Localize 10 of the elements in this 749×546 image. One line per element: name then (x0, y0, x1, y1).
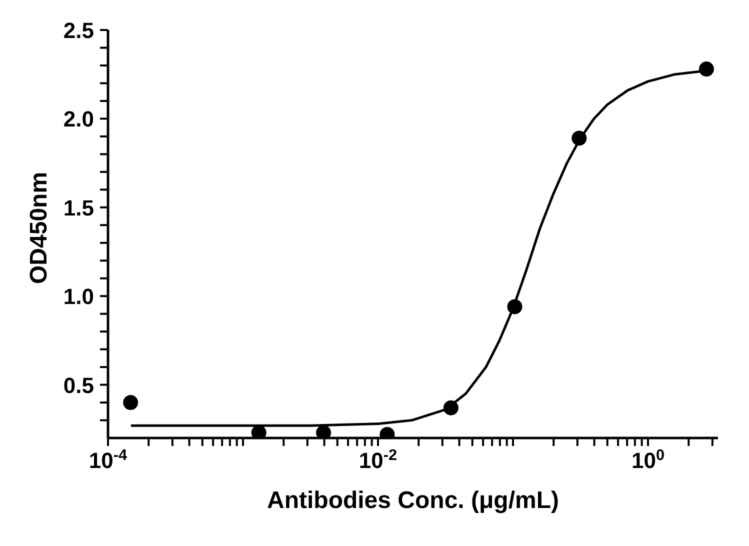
x-tick-label: 10$^{0}$ (631, 446, 665, 473)
x-axis-title: Antibodies Conc. (μg/mL) (267, 487, 559, 514)
y-tick-label: 1.0 (63, 284, 94, 310)
x-tick-label: 10$^{-2}$ (358, 446, 398, 473)
y-tick-label: 1.5 (63, 195, 94, 220)
y-tick-label: 0.5 (63, 372, 94, 398)
x-tick-label: 10$^{-4}$ (88, 446, 128, 473)
y-tick-label: 2.5 (63, 18, 94, 43)
y-axis-title: OD450nm (26, 172, 53, 284)
y-tick-label: 2.0 (63, 106, 94, 132)
